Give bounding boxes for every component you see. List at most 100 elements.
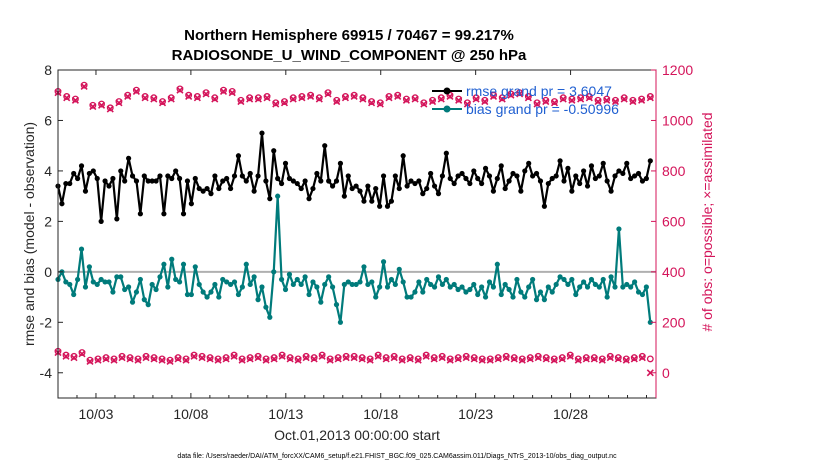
y-right-tick-label: 0 [662,365,670,381]
obs-assimilated-marker [219,87,228,96]
y-right-tick-label: 1000 [662,112,693,128]
obs-assimilated-marker [342,354,350,362]
obs-assimilated-marker [70,354,78,362]
rmse-point [322,143,328,149]
obs-assimilated-stroke [629,97,637,106]
obs-assimilated-stroke [585,94,593,102]
rmse-point [133,178,140,184]
obs-possible-marker [542,354,550,362]
bias-point [227,281,234,288]
obs-assimilated-stroke [542,355,550,363]
rmse-point [173,168,179,174]
rmse-point [251,188,257,194]
obs-possible-marker [612,96,619,104]
obs-possible-marker [307,91,315,99]
obs-assimilated-stroke [516,90,524,98]
obs-assimilated-marker [206,355,214,363]
obs-assimilated-marker [630,355,638,363]
obs-possible-marker [333,96,341,104]
obs-assimilated-marker [542,97,550,106]
obs-assimilated-marker [272,100,280,108]
bias-point [216,294,222,300]
obs-possible-marker [518,355,526,363]
rmse-point [349,185,355,192]
obs-assimilated-stroke [262,356,270,364]
chart-title-line2: RADIOSONDE_U_WIND_COMPONENT @ 250 hPa [172,47,527,64]
obs-assimilated-stroke [158,356,166,364]
rmse-point [267,196,273,202]
obs-assimilated-marker [402,96,410,104]
obs-assimilated-marker [326,356,334,364]
obs-assimilated-marker [629,97,637,106]
bias-point [573,291,579,298]
obs-possible-marker [324,89,332,97]
obs-possible-marker [446,355,454,363]
obs-possible-marker [71,95,79,103]
obs-assimilated-stroke [358,355,366,363]
y-right-tick-label: 800 [662,163,686,179]
obs-assimilated-marker [324,90,332,98]
rmse-point [137,211,143,217]
obs-assimilated-marker [142,354,150,362]
rmse-point [145,178,151,184]
obs-assimilated-marker [270,355,278,363]
bias-point [110,289,116,295]
rmse-point [365,183,371,189]
obs-possible-marker [462,352,470,360]
obs-assimilated-stroke [577,95,585,103]
obs-assimilated-stroke [118,354,126,362]
bias-point [463,289,469,295]
obs-possible-marker [254,352,262,360]
rmse-series [55,130,653,224]
obs-assimilated-marker [590,355,598,363]
obs-assimilated-stroke [646,369,654,377]
obs-possible-marker [214,355,222,363]
obs-assimilated-stroke [462,354,470,362]
rmse-point [577,180,583,187]
obs-possible-marker [358,354,366,362]
obs-assimilated-marker [118,354,126,362]
y-left-tick-label: 0 [44,264,52,280]
obs-possible-marker [132,86,140,94]
obs-possible-marker [294,355,302,363]
obs-assimilated-stroke [414,356,422,364]
bias-point [537,289,544,295]
obs-assimilated-marker [359,95,367,103]
obs-possible-marker [510,354,518,362]
obs-possible-marker [86,356,94,364]
obs-assimilated-stroke [94,356,102,364]
obs-assimilated-marker [472,95,480,103]
bias-point [545,284,551,290]
bias-point [486,279,493,285]
obs-assimilated-marker [238,356,246,364]
bias-point [353,281,359,288]
obs-assimilated-stroke [315,95,323,103]
obs-assimilated-marker [394,92,402,101]
obs-possible-marker [110,355,118,363]
obs-assimilated-stroke [472,95,480,103]
obs-assimilated-marker [237,97,245,106]
obs-assimilated-stroke [106,105,114,113]
obs-possible-marker [376,99,384,107]
obs-assimilated-stroke [428,97,437,106]
rmse-point [408,178,414,184]
obs-assimilated-marker [106,105,114,113]
rmse-point [632,173,638,179]
bias-point [118,274,124,280]
obs-assimilated-stroke [62,352,70,360]
obs-assimilated-marker [638,354,646,362]
bias-point [63,279,69,285]
obs-possible-marker [150,94,158,102]
bias-point [541,297,547,303]
obs-assimilated-stroke [402,96,410,104]
obs-assimilated-stroke [298,94,306,102]
obs-possible-marker [237,96,245,104]
bias-point [584,284,591,290]
obs-assimilated-stroke [454,355,462,363]
obs-assimilated-marker [86,357,94,365]
obs-possible-marker [254,94,262,102]
y-left-tick-label: 2 [44,213,52,229]
obs-assimilated-marker [614,355,622,363]
obs-possible-marker [228,87,236,95]
obs-assimilated-marker [286,355,294,363]
